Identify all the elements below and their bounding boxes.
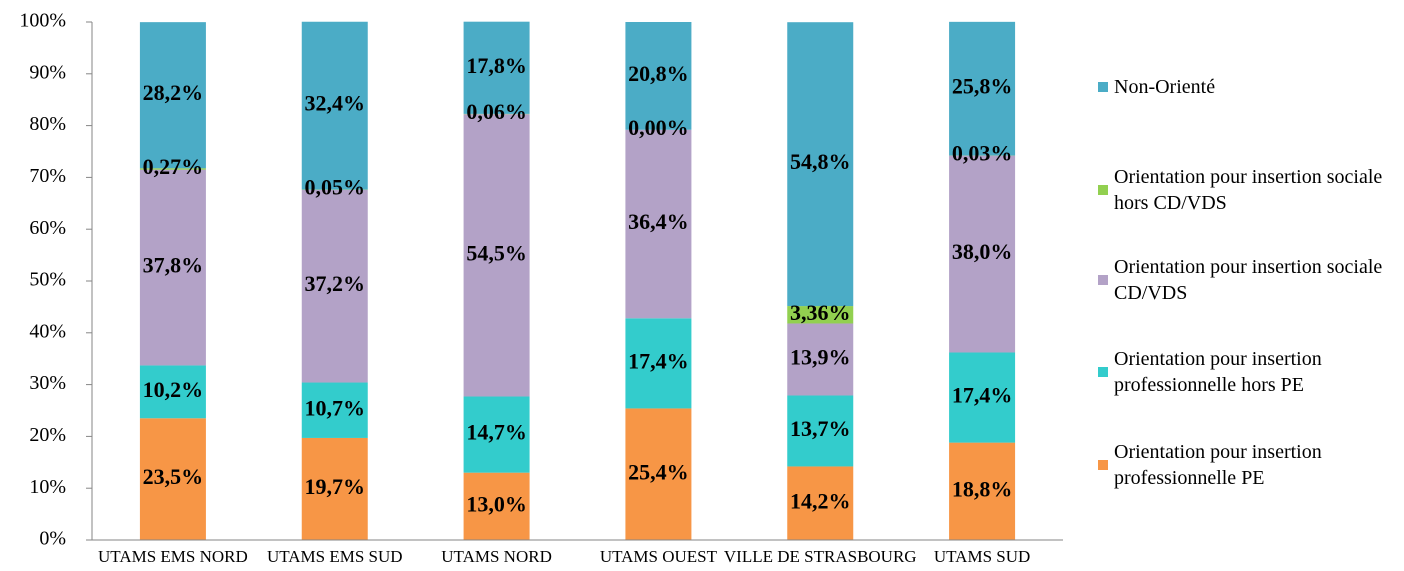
legend-item: Orientation pour insertion professionnel… (1098, 346, 1398, 398)
bar-segment (625, 318, 692, 409)
bar-segment (949, 442, 1016, 540)
bar-segment (139, 169, 206, 366)
y-tick-label: 40% (29, 320, 66, 342)
y-tick-label: 90% (29, 61, 66, 83)
bar-segment (787, 306, 854, 324)
data-label: 13,9% (790, 345, 851, 370)
data-label: 28,2% (143, 80, 204, 105)
data-label: 36,4% (628, 209, 689, 234)
legend-label: Orientation pour insertion sociale hors … (1114, 166, 1383, 214)
legend-swatch (1098, 275, 1108, 285)
legend-swatch (1098, 82, 1108, 92)
legend-label: Non-Orienté (1114, 76, 1216, 98)
y-tick-label: 20% (29, 424, 66, 446)
legend-swatch (1098, 460, 1108, 470)
x-tick-label: UTAMS EMS NORD (98, 547, 248, 566)
bar-segment (139, 22, 206, 169)
data-label: 37,8% (143, 253, 204, 278)
y-tick-label: 80% (29, 113, 66, 135)
y-tick-label: 70% (29, 165, 66, 187)
data-label: 38,0% (952, 239, 1013, 264)
legend-item: Orientation pour insertion sociale hors … (1098, 164, 1398, 216)
data-label: 14,2% (790, 488, 851, 513)
data-label: 0,00% (628, 115, 689, 140)
data-label: 0,06% (466, 99, 527, 124)
data-label: 54,5% (466, 240, 527, 265)
bar-segment (463, 21, 530, 114)
legend-label: Orientation pour insertion professionnel… (1114, 441, 1322, 489)
bar-segment (463, 396, 530, 473)
data-label: 17,8% (466, 53, 527, 78)
data-label: 37,2% (305, 271, 366, 296)
x-tick-label: UTAMS OUEST (600, 547, 718, 566)
bar-segment (949, 155, 1016, 353)
bar-segment (301, 382, 368, 438)
bar-segment (463, 114, 530, 397)
bar-segment (139, 418, 206, 540)
y-tick-label: 30% (29, 372, 66, 394)
data-label: 10,7% (305, 395, 366, 420)
bar-segment (625, 22, 692, 130)
data-label: 20,8% (628, 61, 689, 86)
data-label: 3,36% (790, 300, 851, 325)
x-tick-label: VILLE DE STRASBOURG (724, 547, 917, 566)
bar-segment (301, 437, 368, 540)
bar-segment (625, 408, 692, 540)
data-label: 25,4% (628, 459, 689, 484)
bar-segment (787, 395, 854, 467)
bar-segment (787, 466, 854, 540)
x-tick-label: UTAMS EMS SUD (267, 547, 403, 566)
legend-item: Non-Orienté (1098, 74, 1398, 100)
legend-item: Orientation pour insertion sociale CD/VD… (1098, 254, 1398, 306)
y-tick-label: 0% (39, 528, 66, 550)
data-label: 17,4% (628, 348, 689, 373)
data-label: 23,5% (143, 464, 204, 489)
bar-segment (139, 365, 206, 419)
bar-segment (949, 21, 1016, 156)
data-label: 10,2% (143, 377, 204, 402)
y-tick-label: 100% (19, 10, 66, 32)
y-tick-label: 10% (29, 476, 66, 498)
bar-segment (787, 323, 854, 396)
bar-segment (139, 168, 206, 170)
bar-segment (949, 352, 1016, 443)
data-label: 0,05% (305, 175, 366, 200)
legend-label: Orientation pour insertion sociale CD/VD… (1114, 256, 1383, 304)
data-label: 13,0% (466, 491, 527, 516)
data-label: 32,4% (305, 91, 366, 116)
data-label: 54,8% (790, 149, 851, 174)
data-label: 17,4% (952, 383, 1013, 408)
data-label: 14,7% (466, 420, 527, 445)
data-label: 19,7% (305, 474, 366, 499)
data-label: 0,03% (952, 141, 1013, 166)
legend-label: Orientation pour insertion professionnel… (1114, 348, 1322, 396)
x-tick-label: UTAMS SUD (934, 547, 1030, 566)
data-label: 13,7% (790, 416, 851, 441)
x-tick-label: UTAMS NORD (441, 547, 552, 566)
data-label: 18,8% (952, 476, 1013, 501)
bar-segment (787, 22, 854, 307)
bar-segment (301, 189, 368, 383)
legend-item: Orientation pour insertion professionnel… (1098, 439, 1398, 491)
legend-swatch (1098, 367, 1108, 377)
legend-swatch (1098, 185, 1108, 195)
data-label: 0,27% (143, 154, 204, 179)
data-label: 25,8% (952, 74, 1013, 99)
y-tick-label: 50% (29, 269, 66, 291)
bar-segment (301, 21, 368, 190)
bar-segment (625, 129, 692, 319)
y-tick-label: 60% (29, 217, 66, 239)
bar-segment (463, 472, 530, 540)
